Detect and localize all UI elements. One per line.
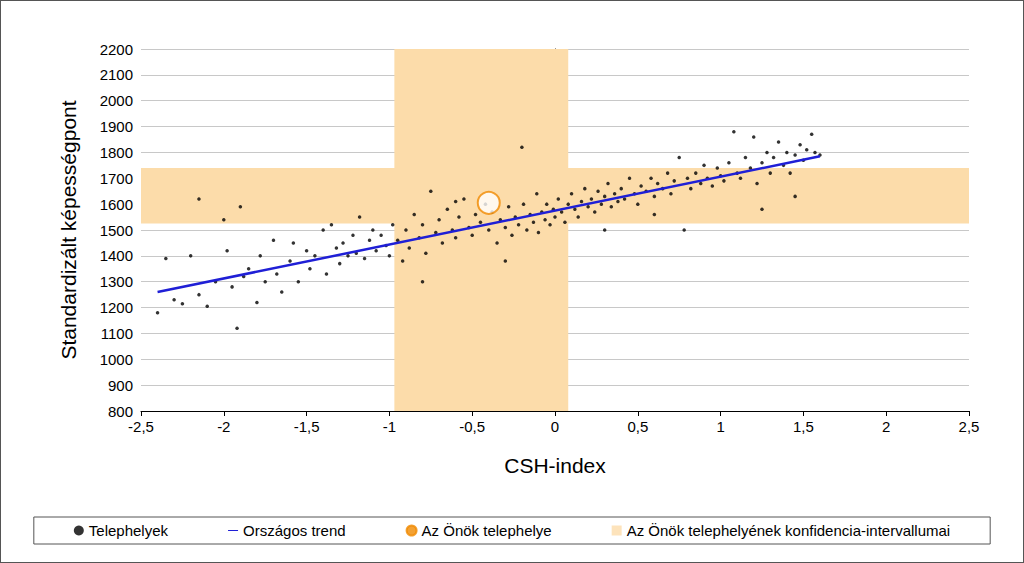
svg-text:-2: -2 xyxy=(217,418,230,435)
svg-text:Az Önök telephelye: Az Önök telephelye xyxy=(422,522,552,539)
svg-text:2000: 2000 xyxy=(100,92,133,109)
svg-text:1500: 1500 xyxy=(100,222,133,239)
svg-text:1600: 1600 xyxy=(100,196,133,213)
svg-text:2,5: 2,5 xyxy=(959,418,980,435)
svg-text:Telephelyek: Telephelyek xyxy=(89,522,169,539)
svg-text:2: 2 xyxy=(882,418,890,435)
svg-text:CSH-index: CSH-index xyxy=(504,454,606,477)
svg-text:2200: 2200 xyxy=(100,41,133,58)
svg-text:800: 800 xyxy=(108,403,133,420)
svg-text:0: 0 xyxy=(551,418,559,435)
svg-text:1100: 1100 xyxy=(101,325,133,342)
svg-text:1400: 1400 xyxy=(100,247,133,264)
svg-text:2100: 2100 xyxy=(100,66,133,83)
svg-text:-2,5: -2,5 xyxy=(128,418,154,435)
svg-text:1,5: 1,5 xyxy=(793,418,814,435)
svg-text:Standardizált képességpont: Standardizált képességpont xyxy=(57,100,80,359)
svg-text:1800: 1800 xyxy=(100,144,133,161)
svg-text:1200: 1200 xyxy=(100,299,133,316)
svg-text:1000: 1000 xyxy=(100,351,133,368)
svg-text:1900: 1900 xyxy=(100,118,133,135)
svg-text:-0,5: -0,5 xyxy=(459,418,485,435)
svg-text:Az Önök telephelyének konfiden: Az Önök telephelyének konfidencia-interv… xyxy=(627,522,951,539)
svg-text:0,5: 0,5 xyxy=(627,418,648,435)
svg-text:-1,5: -1,5 xyxy=(294,418,320,435)
svg-text:1: 1 xyxy=(716,418,724,435)
svg-text:-1: -1 xyxy=(383,418,396,435)
svg-text:900: 900 xyxy=(108,377,133,394)
svg-text:1700: 1700 xyxy=(100,170,133,187)
svg-text:Országos trend: Országos trend xyxy=(243,522,346,539)
svg-text:1300: 1300 xyxy=(100,273,133,290)
